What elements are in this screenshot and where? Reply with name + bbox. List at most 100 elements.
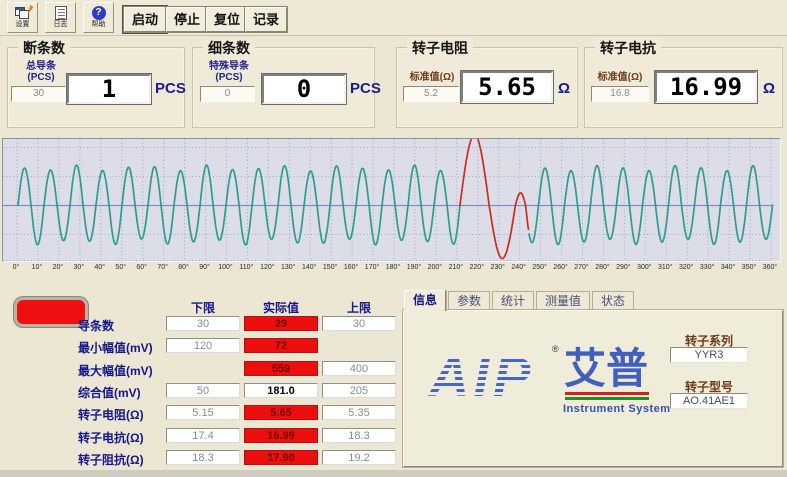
total-bars-field[interactable]: 30 — [11, 86, 66, 102]
high-limit-cell: 205 — [322, 382, 396, 398]
col-header-high: 上限 — [346, 301, 371, 315]
x-tick-label: 310° — [658, 264, 673, 271]
col-header-low: 下限 — [190, 301, 215, 315]
waveform-svg — [3, 139, 774, 261]
stop-button[interactable]: 停止 — [166, 7, 209, 32]
x-tick-label: 280° — [595, 264, 610, 271]
row-label: 综合值(mV) — [78, 385, 141, 400]
actual-value-cell: 181.0 — [244, 382, 318, 398]
x-tick-label: 80° — [178, 264, 189, 271]
low-limit-cell: 120 — [166, 338, 240, 354]
row-label: 最小幅值(mV) — [78, 341, 153, 356]
broken-bars-display: 1 — [67, 74, 151, 104]
settings-button[interactable]: 设置 — [7, 2, 38, 33]
standard-value-field[interactable]: 16.8 — [591, 86, 649, 102]
tab-状态[interactable]: 状态 — [592, 291, 634, 311]
help-button[interactable]: ? 帮助 — [83, 2, 114, 33]
resistance-unit: Ω — [558, 80, 571, 97]
thin-bars-unit: PCS — [350, 80, 381, 97]
x-tick-label: 0° — [12, 264, 20, 271]
high-limit-cell: 19.2 — [322, 449, 396, 465]
x-tick-label: 100° — [218, 264, 233, 271]
start-button[interactable]: 启动 — [121, 5, 169, 34]
high-limit-cell: 400 — [322, 360, 396, 376]
x-tick-label: 210° — [448, 264, 464, 271]
x-tick-label: 50° — [115, 264, 127, 271]
x-tick-label: 140° — [301, 264, 317, 271]
broken-bars-unit: PCS — [155, 80, 186, 97]
rotor-series-label: 转子系列 — [684, 334, 733, 348]
low-limit-cell: 5.15 — [166, 405, 240, 421]
row-label: 转子电阻(Ω) — [78, 408, 144, 423]
group-title: 转子电阻 — [407, 38, 473, 58]
x-tick-label: 200° — [427, 264, 443, 271]
x-tick-label: 90° — [199, 264, 210, 271]
x-tick-label: 40° — [94, 264, 106, 271]
x-tick-label: 160° — [343, 264, 359, 271]
x-tick-label: 260° — [553, 264, 568, 271]
rotor-model-field[interactable]: AO.41AE1 — [670, 393, 748, 409]
group-rotor-resistance: 转子电阻 标准值(Ω) 5.2 5.65 Ω — [396, 38, 578, 128]
reactance-unit: Ω — [763, 80, 776, 97]
actual-value-cell: 5.65 — [244, 405, 318, 421]
tab-参数[interactable]: 参数 — [448, 291, 490, 311]
group-thin-bars: 细条数 特殊导条 (PCS) 0 0 PCS — [192, 38, 381, 128]
logo-green-underline — [565, 397, 649, 400]
high-limit-cell: 30 — [322, 316, 396, 331]
tab-测量值[interactable]: 测量值 — [536, 291, 590, 311]
x-tick-label: 230° — [490, 264, 505, 271]
low-limit-cell: 18.3 — [166, 449, 240, 465]
x-tick-label: 330° — [699, 264, 715, 271]
x-tick-label: 190° — [406, 264, 422, 271]
aip-logo-text: AIP — [429, 345, 535, 408]
waveform-chart — [2, 138, 781, 262]
x-tick-label: 290° — [616, 264, 631, 271]
low-limit-cell: 50 — [166, 382, 240, 398]
logo-subtitle: Instrument System — [563, 403, 671, 415]
chart-x-axis: 0° 10° 20° 30° 40° 50° 60° 70° 80° 90° 100° 110° 120… — [2, 264, 787, 276]
total-bars-label: 总导条 (PCS) — [26, 61, 56, 83]
low-limit-cell: 17.4 — [166, 427, 240, 443]
tab-信息[interactable]: 信息 — [404, 290, 446, 311]
low-limit-cell: 30 — [166, 316, 240, 331]
record-button[interactable]: 记录 — [245, 7, 288, 32]
x-tick-label: 170° — [364, 264, 380, 271]
x-tick-label: 60° — [136, 264, 147, 271]
rotor-series-field[interactable]: YYR3 — [670, 347, 748, 363]
group-title: 断条数 — [18, 38, 70, 58]
standard-value-label: 标准值(Ω) — [597, 72, 643, 83]
tab-统计[interactable]: 统计 — [492, 291, 534, 311]
help-label: 帮助 — [91, 21, 106, 28]
x-tick-label: 130° — [281, 264, 296, 271]
help-icon: ? — [91, 6, 106, 20]
standard-value-label: 标准值(Ω) — [409, 72, 455, 83]
x-tick-label: 300° — [637, 264, 652, 271]
standard-value-field[interactable]: 5.2 — [403, 86, 459, 102]
row-label: 转子阻抗(Ω) — [78, 452, 144, 467]
log-icon — [54, 6, 67, 20]
x-tick-label: 30° — [73, 264, 85, 271]
actual-value-cell: 29 — [244, 316, 318, 331]
x-tick-label: 360° — [762, 264, 778, 271]
special-bars-field[interactable]: 0 — [200, 86, 255, 102]
group-broken-bars: 断条数 总导条 (PCS) 30 1 PCS — [7, 38, 186, 128]
x-tick-label: 320° — [678, 264, 694, 271]
settings-label: 设置 — [15, 20, 30, 28]
x-tick-label: 340° — [720, 264, 736, 271]
row-label: 导条数 — [78, 319, 115, 333]
row-label: 转子电抗(Ω) — [78, 430, 144, 445]
x-tick-label: 10° — [31, 264, 43, 271]
x-tick-label: 120° — [260, 264, 275, 271]
reset-button[interactable]: 复位 — [206, 7, 249, 32]
high-limit-cell: 5.35 — [322, 405, 396, 421]
log-button[interactable]: 日志 — [45, 2, 76, 33]
special-bars-label: 特殊导条 (PCS) — [209, 61, 249, 83]
x-tick-label: 220° — [469, 264, 484, 271]
settings-icon — [15, 4, 34, 20]
actual-value-cell: 72 — [244, 338, 318, 354]
thin-bars-display: 0 — [262, 74, 346, 104]
x-tick-label: 270° — [574, 264, 589, 271]
resistance-display: 5.65 — [461, 71, 553, 103]
x-tick-label: 180° — [385, 264, 401, 271]
